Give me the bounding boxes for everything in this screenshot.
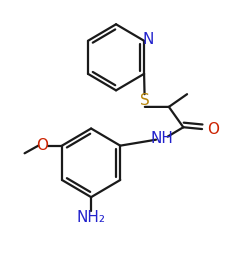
- Text: O: O: [207, 122, 219, 137]
- Text: NH₂: NH₂: [77, 210, 106, 225]
- Text: N: N: [143, 32, 154, 47]
- Text: NH: NH: [151, 131, 174, 146]
- Text: S: S: [140, 93, 150, 108]
- Text: O: O: [36, 138, 48, 153]
